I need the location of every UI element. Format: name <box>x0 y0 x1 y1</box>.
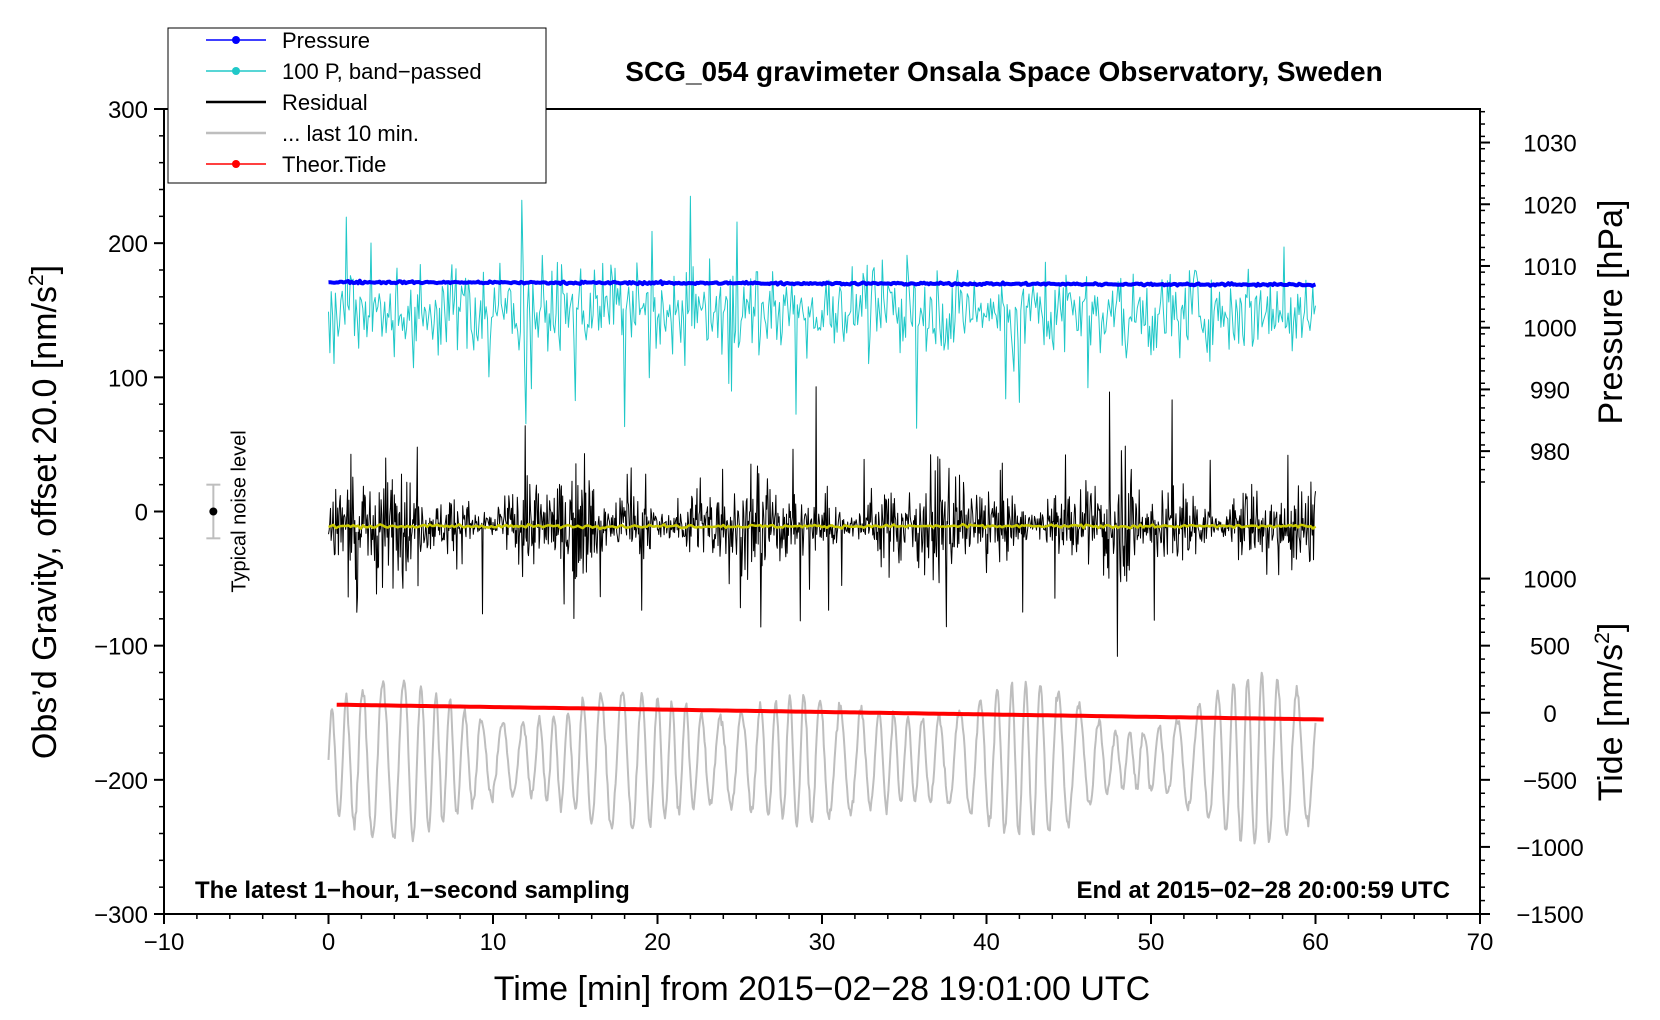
tide-tick-label: −1500 <box>1516 902 1583 929</box>
y-tick-label: 300 <box>108 97 148 124</box>
y-axis-label-left-sup: 2 <box>25 274 48 286</box>
x-tick-label: 30 <box>809 929 836 956</box>
pressure-tick-label: 1030 <box>1523 131 1576 158</box>
legend-label: Theor.Tide <box>282 152 386 177</box>
axes-layer: −10 0 10 20 30 40 50 60 70−300−200−1000100200300… <box>94 97 1584 956</box>
legend-items: Pressure 100 P, band−passed Residual ... la… <box>206 28 482 177</box>
y-tick-label: −200 <box>94 768 148 795</box>
x-tick-label: −10 <box>144 929 185 956</box>
legend-label: ... last 10 min. <box>282 121 419 146</box>
tide-axis-label-sup: 2 <box>1591 632 1614 644</box>
y-tick-label: 100 <box>108 365 148 392</box>
pressure-tick-label: 980 <box>1530 439 1570 466</box>
x-tick-label: 0 <box>322 929 335 956</box>
tide-axis-label-close: ] <box>1592 623 1630 632</box>
series-residual-smoothed <box>328 522 1317 531</box>
legend-label: Residual <box>282 90 368 115</box>
pressure-axis-label: Pressure [hPa] <box>1592 200 1630 425</box>
series-theoretical-tide <box>336 702 1324 722</box>
x-tick-label: 10 <box>480 929 507 956</box>
y-axis-label-left-close: ] <box>26 265 64 274</box>
annotation-sampling: The latest 1−hour, 1−second sampling <box>195 877 630 904</box>
legend-marker <box>232 67 240 75</box>
tide-tick-label: 500 <box>1530 634 1570 661</box>
legend-marker <box>232 160 240 168</box>
x-tick-label: 40 <box>973 929 1000 956</box>
noise-label: Typical noise level <box>228 430 250 592</box>
legend-marker <box>232 36 240 44</box>
tide-tick-label: −500 <box>1523 768 1577 795</box>
pressure-tick-label: 1000 <box>1523 316 1576 343</box>
y-tick-label: −300 <box>94 902 148 929</box>
tide-tick-label: 1000 <box>1523 567 1576 594</box>
x-tick-label: 20 <box>644 929 671 956</box>
chart-title: SCG_054 gravimeter Onsala Space Observat… <box>625 56 1382 87</box>
series-layer <box>327 195 1324 845</box>
pressure-tick-label: 990 <box>1530 377 1570 404</box>
y-tick-label: −100 <box>94 634 148 661</box>
legend-label: Pressure <box>282 28 370 53</box>
legend: Pressure 100 P, band−passed Residual ... la… <box>167 27 547 184</box>
legend-box <box>167 27 547 184</box>
tide-axis-label-text: Tide [nm/s <box>1592 644 1630 801</box>
pressure-tick-label: 1010 <box>1523 254 1576 281</box>
tide-axis-label: Tide [nm/s2] <box>1591 623 1630 802</box>
pressure-tick-label: 1020 <box>1523 192 1576 219</box>
y-axis-label-left-text: Obs’d Gravity, offset 20.0 [nm/s <box>26 286 64 759</box>
annotation-end-time: End at 2015−02−28 20:00:59 UTC <box>1076 877 1450 904</box>
series-residual <box>328 386 1316 657</box>
x-axis-label: Time [min] from 2015−02−28 19:01:00 UTC <box>494 970 1150 1008</box>
x-tick-label: 70 <box>1467 929 1494 956</box>
x-tick-label: 60 <box>1302 929 1329 956</box>
y-axis-label-left: Obs’d Gravity, offset 20.0 [nm/s2] <box>25 265 64 759</box>
noise-point <box>209 507 218 516</box>
y-tick-label: 0 <box>135 500 148 527</box>
series-pressure <box>328 278 1317 288</box>
legend-label: 100 P, band−passed <box>282 59 482 84</box>
y-tick-label: 200 <box>108 231 148 258</box>
noise-marker: Typical noise level <box>206 430 250 593</box>
tide-tick-label: −1000 <box>1516 835 1583 862</box>
tide-tick-label: 0 <box>1543 701 1556 728</box>
series-pressure-bandpassed <box>328 195 1316 429</box>
x-tick-label: 50 <box>1138 929 1165 956</box>
